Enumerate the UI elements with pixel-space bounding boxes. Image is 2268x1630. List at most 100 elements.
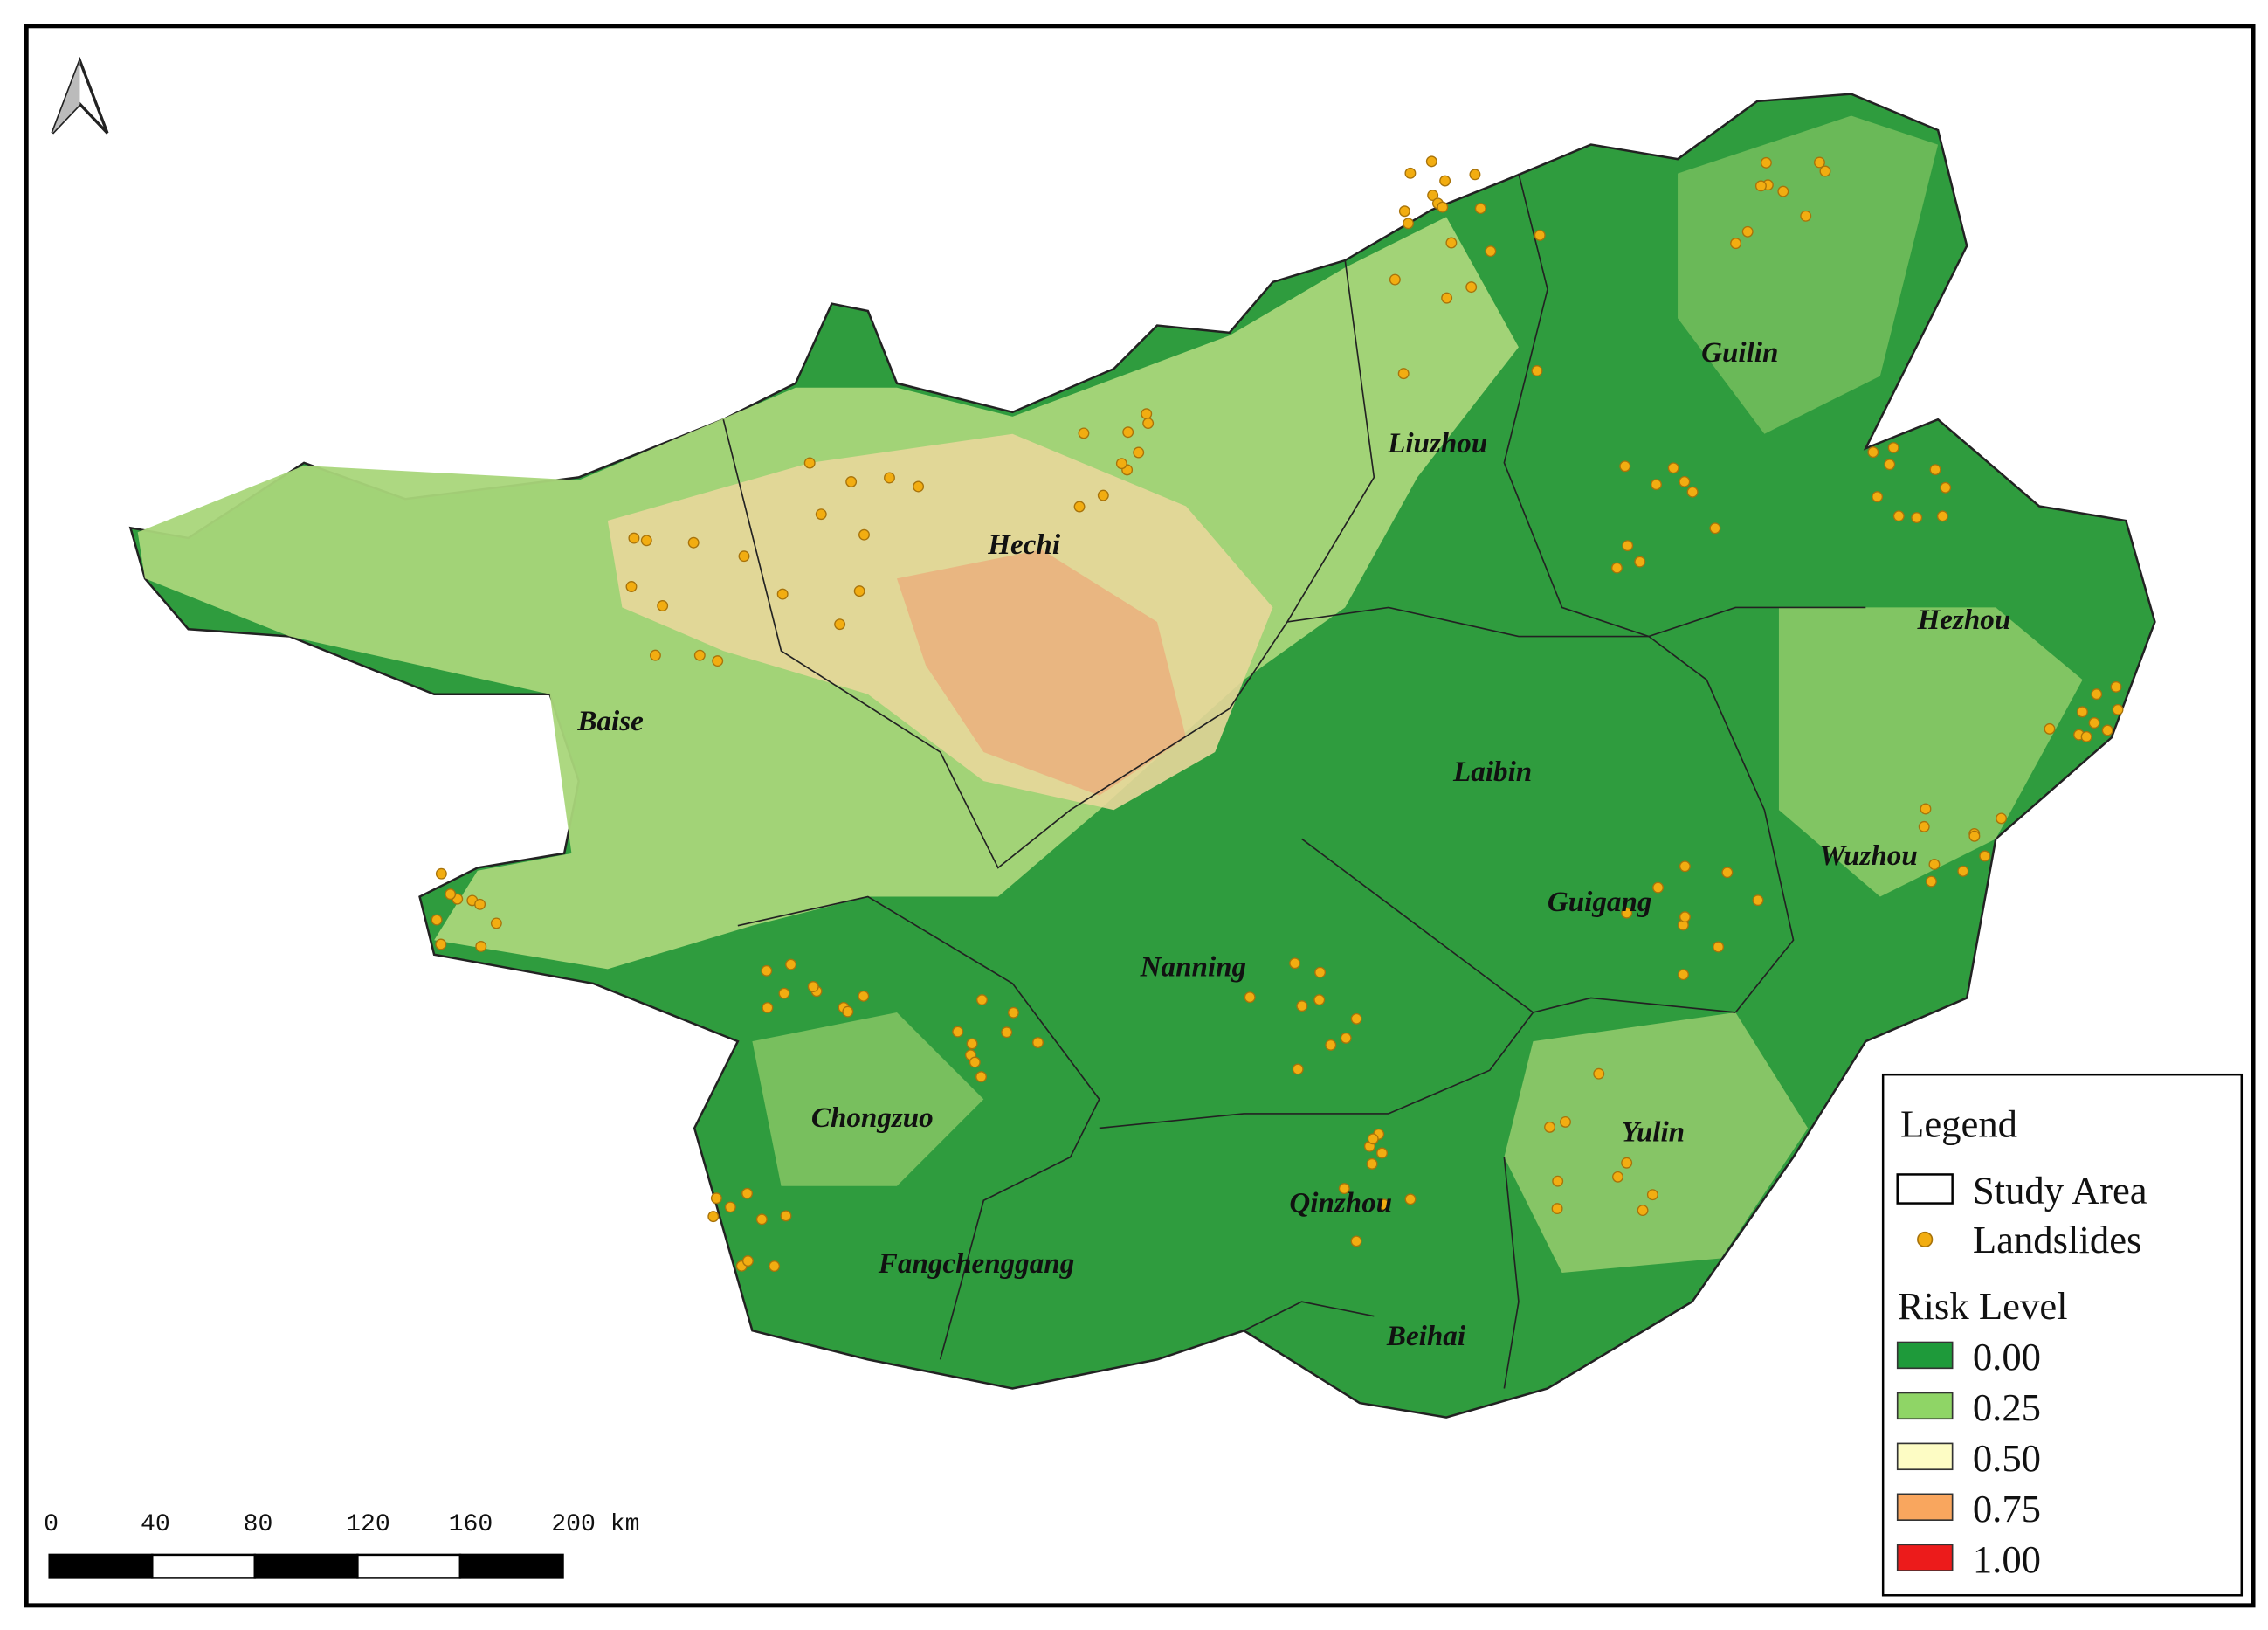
scale-bar: 0 40 80 120 160 200 km [44,1511,640,1579]
scale-label: 80 [244,1511,273,1538]
landslide-dot [1403,218,1414,230]
landslide-dot [475,940,487,952]
landslide-dot [1078,427,1090,439]
landslide-dot [1925,875,1937,888]
landslide-dot [1651,479,1662,491]
landslide-dot [687,536,700,549]
landslide-dot [1244,991,1256,1004]
scale-label: 40 [141,1511,170,1538]
legend-title: Legend [1900,1102,2017,1145]
landslide-dot [803,457,816,469]
landslide-dot [1560,1115,1571,1128]
landslide-dot [1469,169,1481,181]
landslide-dot [884,472,895,484]
legend-swatch [1917,1231,1934,1248]
landslide-dot [778,987,790,999]
landslide-dot [1427,190,1439,202]
legend-swatch [1896,1173,1954,1205]
risk-levels: 0.00 0.25 0.50 0.75 1.00 [1896,1335,2041,1581]
landslide-dot [1819,165,1831,177]
scale-label: 200 km [551,1511,639,1538]
risk-swatch [1896,1392,1954,1420]
landslide-dot [1621,1157,1633,1169]
landslide-dot [1918,820,1930,832]
landslide-dot [1122,426,1134,439]
landslide-dot [1313,994,1326,1006]
landslide-dot [1940,481,1952,494]
landslide-dot [435,938,447,950]
landslide-dot [1741,225,1754,238]
landslide-dot [1928,858,1941,870]
risk-label: 1.00 [1973,1537,2041,1581]
landslide-dot [431,914,443,926]
landslide-dot [435,867,447,880]
landslide-dot [780,1210,792,1222]
landslide-dot [1872,491,1884,503]
landslide-dot [1485,245,1497,258]
landslide-dot [1777,185,1789,197]
landslide-dot [975,1071,987,1083]
landslide-dot [2088,717,2100,729]
landslide-dot [1133,446,1145,459]
scale-segment [253,1553,359,1579]
landslide-dot [1544,1121,1556,1133]
landslide-dot [1398,205,1410,218]
landslide-dot [834,618,846,631]
study-area [128,93,2156,1419]
landslide-dot [1474,203,1486,215]
landslide-dot [1367,1133,1379,1145]
landslide-dot [1760,156,1772,169]
landslide-dot [1652,881,1665,894]
landslide-dot [913,480,925,493]
landslide-dot [952,1026,964,1038]
landslide-dot [649,649,661,661]
landslide-dot [1646,1189,1658,1201]
landslide-dot [755,1213,768,1226]
scale-label: 120 [346,1511,390,1538]
landslide-dot [710,1192,722,1205]
landslide-dot [1552,1175,1564,1187]
landslide-dot [769,1260,781,1272]
landslide-dot [1032,1037,1044,1049]
landslide-dot [1340,1032,1352,1044]
landslide-dot [966,1038,978,1050]
landslide-dot [1551,1203,1563,1215]
landslide-dot [724,1201,736,1213]
landslide-dot [712,655,724,667]
landslide-dot [1097,489,1109,501]
landslide-dot [1679,860,1691,873]
landslide-dot [738,550,750,563]
landslide-dot [2080,730,2092,742]
risk-label: 0.50 [1973,1436,2041,1480]
landslide-dot [490,917,502,929]
risk-label: 0.25 [1973,1385,2041,1429]
landslides [431,155,2124,1272]
landslide-dot [845,476,858,487]
landslide-dot [445,888,457,901]
landslide-dot [1338,1183,1350,1195]
map-frame [24,24,2256,1608]
landslide-dot [1619,460,1631,473]
city-label: Beihai [1386,1320,1466,1352]
landslide-dot [2101,724,2113,736]
landslide-dot [1445,237,1458,249]
landslide-dot [2112,703,2124,715]
landslide-dot [761,964,773,977]
landslide-dot [858,990,870,1002]
landslide-dot [1678,969,1689,981]
city-label: Guigang [1548,886,1652,918]
landslide-dot [1892,510,1905,522]
landslide-dot [741,1255,754,1267]
landslide-dot [1679,911,1691,923]
landslide-dot [1968,830,1981,842]
scale-segment [458,1553,564,1579]
landslide-dot [1612,1171,1623,1183]
landslide-dot [1713,941,1725,953]
landslide-dot [1622,540,1634,552]
landslide-dot [976,994,988,1006]
city-label: Liuzhou [1387,427,1487,459]
landslide-dot [1754,180,1767,192]
scale-label: 160 [449,1511,493,1538]
landslide-dot [657,600,669,611]
